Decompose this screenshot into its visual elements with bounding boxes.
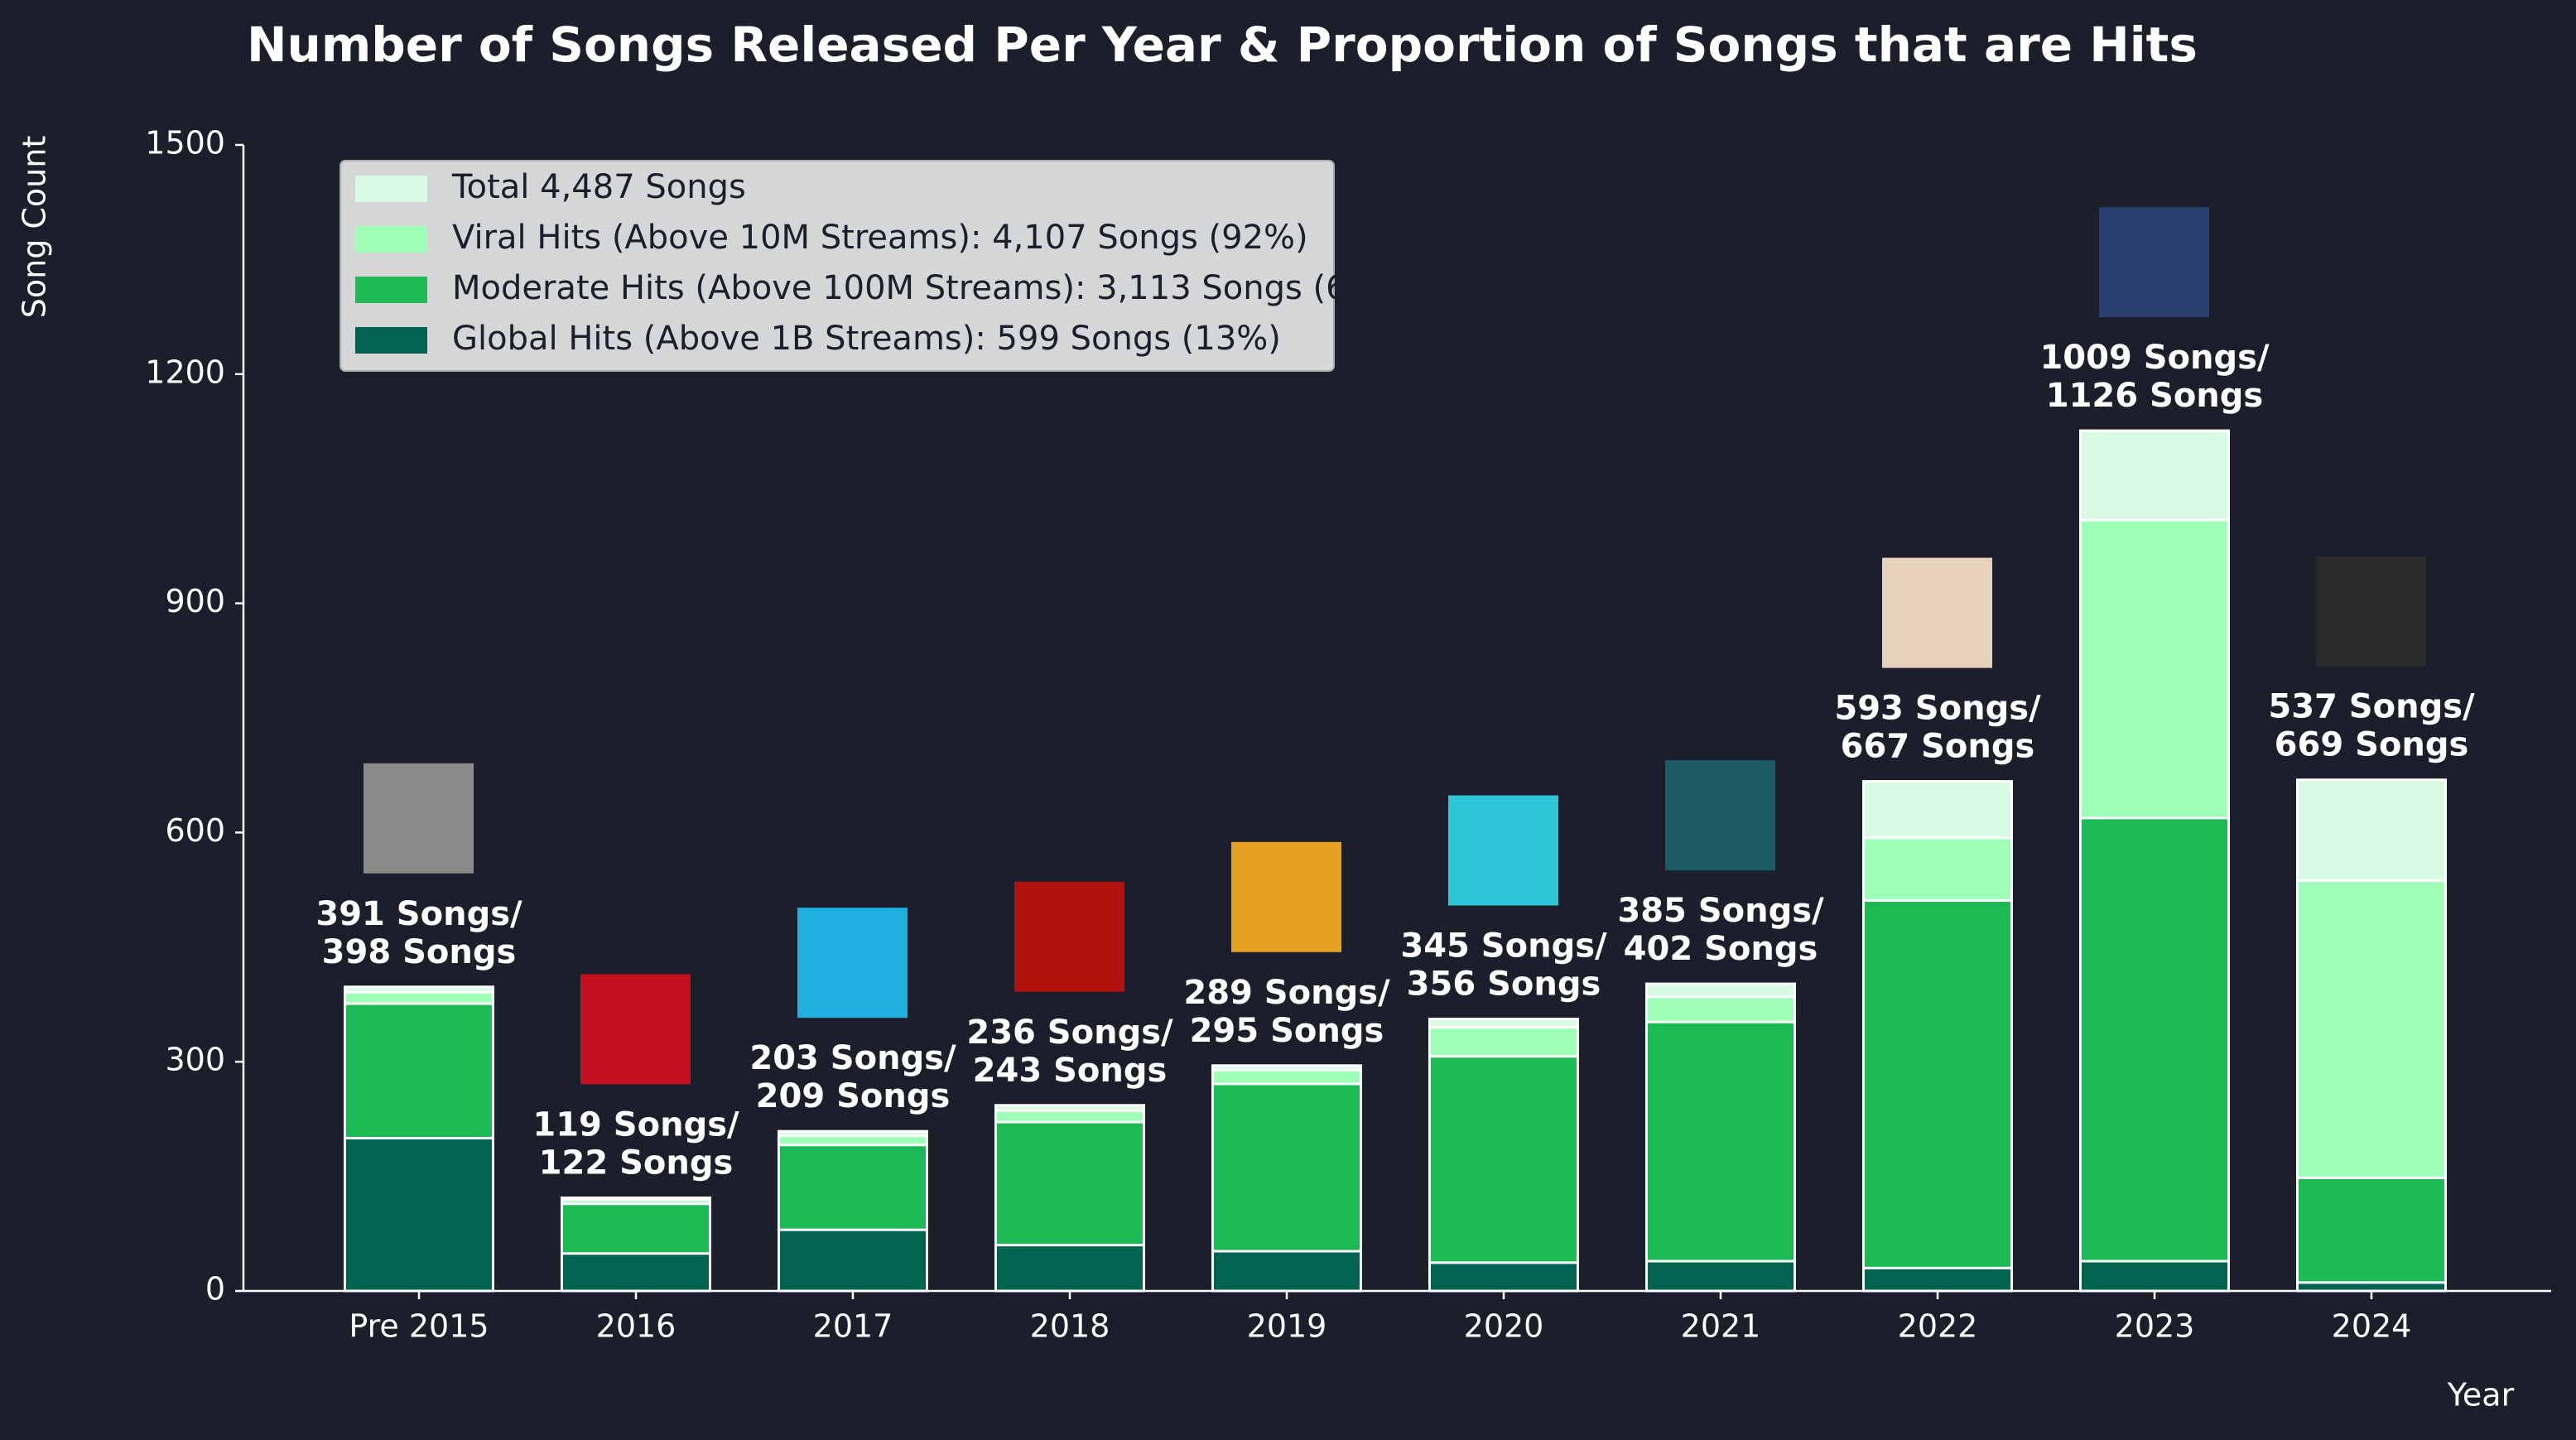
legend-swatch [355, 277, 427, 303]
legend-swatch [355, 226, 427, 253]
data-label: 122 Songs [539, 1144, 734, 1182]
y-tick-label: 300 [165, 1042, 225, 1078]
data-label: 537 Songs/ [2268, 688, 2475, 726]
album-art [2316, 556, 2426, 667]
bar [1862, 899, 2013, 1293]
bar [2079, 1259, 2230, 1293]
x-tick-label: 2022 [1898, 1308, 1978, 1345]
data-label: 356 Songs [1407, 966, 1601, 1004]
album-art [1231, 841, 1341, 952]
legend-box [339, 160, 1335, 372]
x-tick-label: 2018 [1030, 1308, 1110, 1345]
bar [561, 1252, 711, 1293]
x-tick-label: 2020 [1464, 1308, 1544, 1345]
album-art [1882, 557, 1992, 668]
bar [2296, 1176, 2447, 1293]
legend-label: Viral Hits (Above 10M Streams): 4,107 So… [452, 219, 1308, 257]
data-label: 1009 Songs/ [2039, 339, 2269, 377]
album-art [1014, 881, 1124, 992]
data-label: 391 Songs/ [315, 895, 522, 933]
bar [1211, 1250, 1362, 1293]
album-art [1448, 795, 1558, 906]
x-tick-label: 2021 [1681, 1308, 1761, 1345]
bar [2079, 816, 2230, 1293]
x-tick-label: Pre 2015 [349, 1308, 489, 1345]
bar [778, 1228, 928, 1293]
legend-swatch [355, 176, 427, 202]
album-art [1665, 760, 1775, 871]
bar [1645, 1020, 1796, 1293]
x-tick-label: 2024 [2332, 1308, 2412, 1345]
data-label: 1126 Songs [2046, 377, 2263, 415]
legend: Total 4,487 Songs Viral Hits (Above 10M S… [339, 160, 1413, 372]
data-label: 289 Songs/ [1183, 974, 1390, 1012]
album-art [2099, 207, 2209, 318]
data-label: 667 Songs [1841, 728, 2035, 766]
bar [1862, 1266, 2013, 1293]
y-axis-label: Song Count [17, 136, 53, 319]
y-tick-label: 900 [165, 583, 225, 619]
y-tick-label: 1200 [145, 354, 225, 390]
bar [2296, 1281, 2447, 1293]
y-tick-label: 0 [205, 1271, 225, 1308]
album-art [364, 763, 474, 874]
chart-title: Number of Songs Released Per Year & Prop… [247, 17, 2198, 73]
data-label: 402 Songs [1624, 930, 1818, 968]
bar [1428, 1261, 1579, 1293]
legend-label: Global Hits (Above 1B Streams): 599 Song… [452, 320, 1281, 358]
album-art [580, 974, 691, 1085]
bar [1645, 1259, 1796, 1293]
data-label: 243 Songs [973, 1052, 1168, 1090]
data-label: 209 Songs [756, 1077, 951, 1115]
x-axis-label: Year [2447, 1377, 2515, 1414]
data-label: 236 Songs/ [966, 1014, 1173, 1052]
y-tick-label: 1500 [145, 125, 225, 161]
bar [1428, 1055, 1579, 1293]
album-art [797, 908, 908, 1019]
bar [994, 1244, 1145, 1293]
data-label: 669 Songs [2275, 726, 2469, 764]
data-label: 119 Songs/ [532, 1105, 739, 1144]
x-tick-label: 2017 [813, 1308, 893, 1345]
bar [344, 1136, 494, 1293]
x-tick-label: 2023 [2115, 1308, 2195, 1345]
legend-label: Total 4,487 Songs [451, 168, 746, 206]
x-tick-label: 2019 [1247, 1308, 1327, 1345]
data-label: 593 Songs/ [1834, 690, 2041, 728]
data-label: 295 Songs [1190, 1012, 1384, 1050]
y-tick-label: 600 [165, 812, 225, 849]
legend-label: Moderate Hits (Above 100M Streams): 3,11… [452, 269, 1413, 307]
data-label: 398 Songs [322, 933, 517, 971]
x-tick-label: 2016 [596, 1308, 677, 1345]
data-label: 203 Songs/ [749, 1039, 956, 1077]
legend-swatch [355, 327, 427, 354]
data-label: 345 Songs/ [1400, 927, 1607, 966]
data-label: 385 Songs/ [1617, 892, 1824, 930]
